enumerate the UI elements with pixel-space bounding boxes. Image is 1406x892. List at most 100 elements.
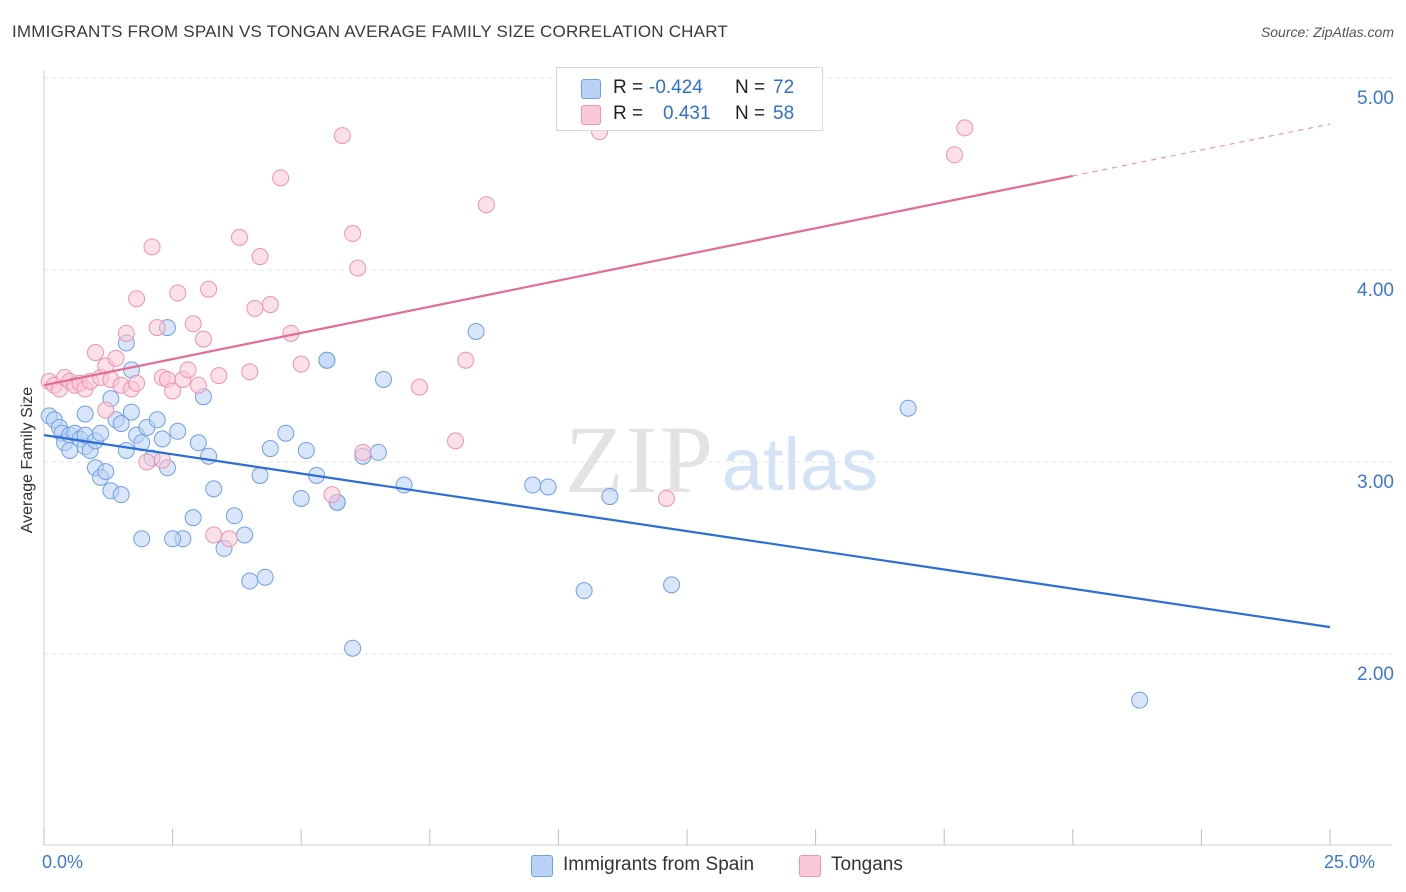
- data-point-tongans: [179, 361, 197, 379]
- data-point-tongans: [97, 401, 115, 419]
- data-point-tongans: [292, 355, 310, 373]
- data-point-spain: [133, 530, 151, 548]
- data-point-tongans: [477, 196, 495, 214]
- data-point-spain: [148, 411, 166, 429]
- data-point-tongans: [344, 225, 362, 243]
- data-point-tongans: [210, 367, 228, 385]
- data-point-spain: [122, 403, 140, 421]
- data-point-tongans: [354, 443, 372, 461]
- data-point-tongans: [128, 374, 146, 392]
- data-point-spain: [92, 424, 110, 442]
- r-label: R =: [613, 77, 644, 98]
- data-point-tongans: [241, 363, 259, 381]
- watermark: ZIP atlas: [565, 406, 878, 513]
- data-point-spain: [277, 424, 295, 442]
- data-point-tongans: [107, 349, 125, 367]
- data-point-spain: [1131, 691, 1149, 709]
- data-point-spain: [112, 415, 130, 433]
- data-point-spain: [153, 430, 171, 448]
- y-tick-label: 5.00: [1357, 88, 1394, 109]
- data-point-spain: [601, 488, 619, 506]
- data-point-spain: [369, 443, 387, 461]
- stats-legend: R = -0.424 N = 72 R = 0.431 N = 58: [556, 67, 823, 131]
- data-point-tongans: [220, 530, 238, 548]
- data-point-tongans: [333, 127, 351, 145]
- n-value: 58: [773, 103, 795, 124]
- r-label: R =: [613, 103, 644, 124]
- data-point-spain: [241, 572, 259, 590]
- trend-line-tongans: [43, 174, 1074, 387]
- y-tick-label: 4.00: [1357, 280, 1394, 301]
- stats-swatch-tongans: [581, 105, 601, 125]
- n-label: N =: [735, 103, 766, 124]
- legend-swatch-spain: [531, 855, 553, 877]
- data-point-spain: [344, 639, 362, 657]
- data-point-tongans: [138, 453, 156, 471]
- legend-label-spain: Immigrants from Spain: [563, 854, 755, 875]
- data-point-spain: [575, 582, 593, 600]
- data-point-spain: [539, 478, 557, 496]
- data-point-spain: [663, 576, 681, 594]
- data-point-spain: [200, 447, 218, 465]
- trend-line-tongans-extension: [1072, 123, 1331, 177]
- data-point-tongans: [184, 315, 202, 333]
- x-tick-label-max: 25.0%: [1324, 852, 1376, 872]
- data-point-spain: [261, 440, 279, 458]
- data-point-spain: [112, 486, 130, 504]
- data-point-tongans: [956, 119, 974, 137]
- data-point-spain: [524, 476, 542, 494]
- x-tick-label-min: 0.0%: [42, 852, 84, 872]
- chart-title: IMMIGRANTS FROM SPAIN VS TONGAN AVERAGE …: [12, 22, 728, 41]
- trend-line-spain: [43, 434, 1331, 629]
- n-label: N =: [735, 77, 766, 98]
- data-point-spain: [899, 399, 917, 417]
- trend-lines: [43, 123, 1331, 629]
- stats-row-spain: R = -0.424 N = 72: [557, 74, 822, 102]
- r-value: -0.424: [649, 77, 703, 98]
- data-point-tongans: [200, 280, 218, 298]
- data-point-spain: [256, 568, 274, 586]
- data-point-tongans: [272, 169, 290, 187]
- data-point-spain: [76, 405, 94, 423]
- data-point-tongans: [117, 324, 135, 342]
- watermark-atlas: atlas: [722, 423, 878, 506]
- data-point-tongans: [148, 319, 166, 337]
- stats-swatch-spain: [581, 79, 601, 99]
- data-point-tongans: [205, 526, 223, 544]
- watermark-zip: ZIP: [565, 406, 715, 513]
- r-value: 0.431: [663, 103, 711, 124]
- n-value: 72: [773, 77, 795, 98]
- y-tick-label: 3.00: [1357, 472, 1394, 493]
- data-point-tongans: [261, 296, 279, 314]
- data-point-tongans: [457, 351, 475, 369]
- series-spain-points: [40, 319, 1149, 709]
- series-legend: Immigrants from Spain Tongans: [0, 852, 1406, 878]
- grid-lines: [44, 77, 1392, 655]
- data-point-tongans: [128, 290, 146, 308]
- data-point-spain: [184, 509, 202, 527]
- data-point-spain: [189, 434, 207, 452]
- series-tongans-points: [40, 119, 974, 548]
- data-point-spain: [117, 441, 135, 459]
- data-point-tongans: [323, 486, 341, 504]
- data-point-spain: [169, 422, 187, 440]
- source-label: Source: ZipAtlas.com: [1260, 24, 1394, 40]
- data-point-tongans: [447, 432, 465, 450]
- data-point-tongans: [164, 382, 182, 400]
- data-point-tongans: [143, 238, 161, 256]
- axes: [43, 70, 1392, 846]
- data-point-spain: [292, 489, 310, 507]
- data-point-tongans: [189, 376, 207, 394]
- data-point-tongans: [194, 330, 212, 348]
- y-tick-labels: 2.00 3.00 4.00 5.00: [1357, 88, 1394, 685]
- legend-swatch-tongans: [799, 855, 821, 877]
- data-point-spain: [375, 370, 393, 388]
- data-point-tongans: [230, 228, 248, 246]
- data-point-spain: [164, 530, 182, 548]
- data-point-tongans: [411, 378, 429, 396]
- data-point-spain: [251, 466, 269, 484]
- data-point-tongans: [657, 489, 675, 507]
- data-point-spain: [97, 463, 115, 481]
- legend-label-tongans: Tongans: [831, 854, 903, 875]
